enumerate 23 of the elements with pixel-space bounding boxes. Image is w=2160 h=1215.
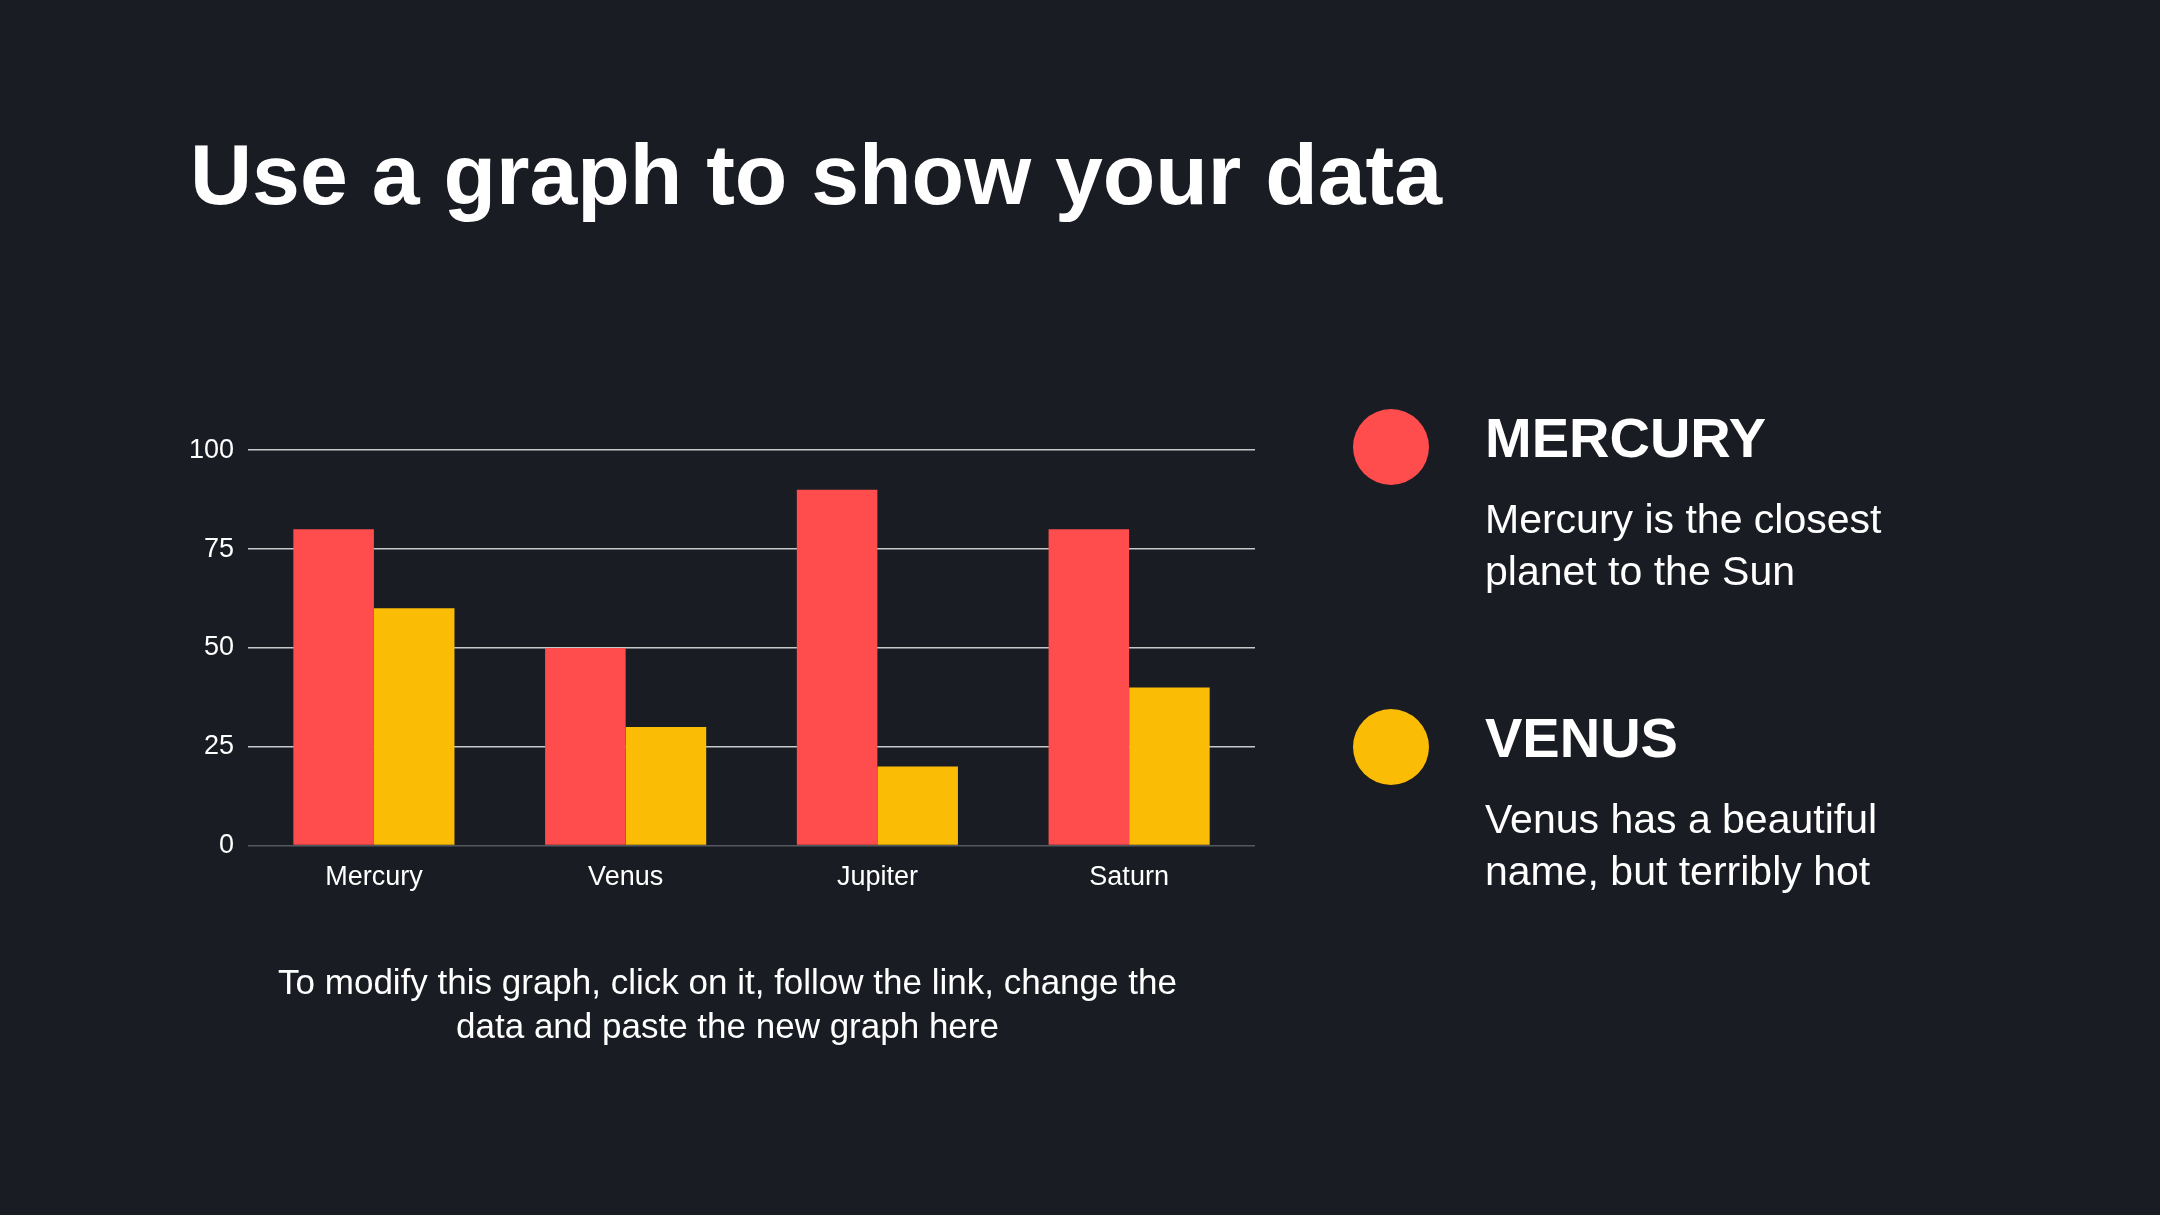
x-tick-label: Jupiter [836,861,918,892]
y-tick-label: 100 [188,433,235,464]
bar [293,529,374,845]
y-tick-label: 0 [219,829,235,860]
text: To modify this graph, click on it, follow the link, change the data and paste the new graph here [277,961,1178,1047]
y-tick-label: 75 [204,532,235,563]
bar [545,647,626,845]
bar [625,726,707,845]
x-tick-label: Mercury [325,861,424,892]
legend-label: MERCURY [1485,405,1767,470]
y-tick-label: 50 [204,631,235,662]
text: Mercury is the closest planet to the Sun [1485,495,1883,596]
bar [796,489,878,845]
x-tick-label: Venus [588,861,664,892]
text: Venus has a beautiful name, but terribly hot [1485,795,1879,896]
y-tick-label: 25 [204,730,235,761]
x-tick-label: Saturn [1089,861,1169,892]
bar [373,608,455,845]
chart-title: Use a graph to show your data [190,125,1442,224]
bar [877,766,958,845]
bar [1129,687,1210,845]
legend-label: VENUS [1485,705,1678,770]
bar [1048,529,1130,845]
